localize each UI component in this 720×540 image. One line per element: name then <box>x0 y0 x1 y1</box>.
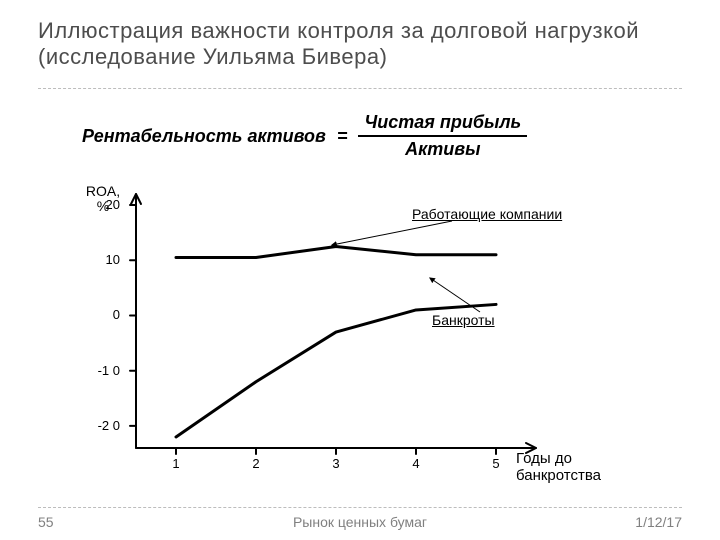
x-tick-2: 2 <box>248 456 264 471</box>
slide-title: Иллюстрация важности контроля за долгово… <box>38 18 678 70</box>
formula-numerator: Чистая прибыль <box>358 112 527 135</box>
series-label-bankrupt: Банкроты <box>432 312 495 328</box>
x-axis-title-text: Годы до банкротства <box>516 450 601 484</box>
y-tick-n10: -1 0 <box>92 364 120 377</box>
x-axis-title: Годы до банкротства <box>516 450 601 485</box>
footer-date: 1/12/17 <box>635 514 682 530</box>
formula-lhs: Рентабельность активов <box>82 126 326 147</box>
title-divider <box>38 88 682 89</box>
formula-fraction: Чистая прибыль Активы <box>358 112 527 160</box>
footer-divider <box>38 507 682 508</box>
chart-svg <box>80 186 600 482</box>
slide: Иллюстрация важности контроля за долгово… <box>0 0 720 540</box>
roa-chart: ROA, % Годы до банкротства 20 10 0 -1 0 … <box>80 186 600 482</box>
formula: Рентабельность активов = Чистая прибыль … <box>82 112 527 160</box>
x-tick-4: 4 <box>408 456 424 471</box>
footer-center: Рынок ценных бумаг <box>0 514 720 530</box>
y-tick-n20: -2 0 <box>92 419 120 432</box>
x-tick-3: 3 <box>328 456 344 471</box>
x-tick-5: 5 <box>488 456 504 471</box>
y-tick-0: 0 <box>92 308 120 321</box>
series-label-working: Работающие компании <box>412 206 562 222</box>
formula-denominator: Активы <box>358 135 527 160</box>
formula-equals: = <box>331 126 354 147</box>
x-tick-1: 1 <box>168 456 184 471</box>
y-tick-20: 20 <box>92 198 120 211</box>
y-tick-10: 10 <box>92 253 120 266</box>
